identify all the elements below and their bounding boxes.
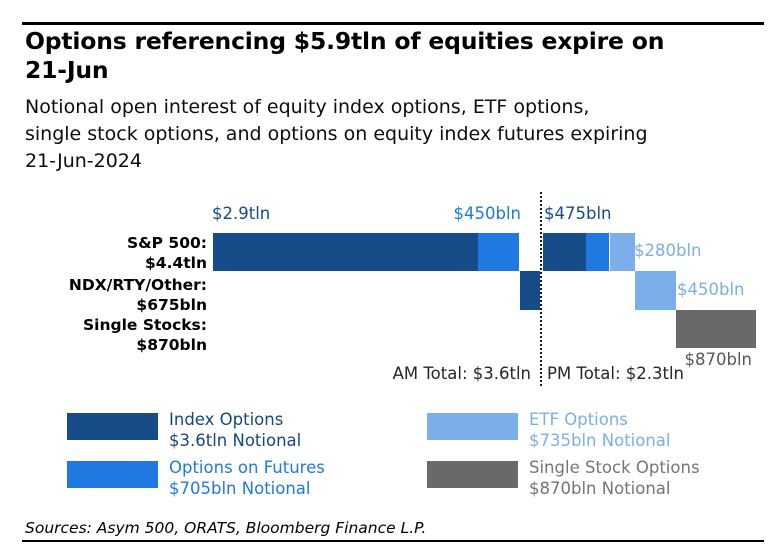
- data-label-pm-stock: $870bln: [684, 350, 752, 369]
- bar-segment: [586, 233, 610, 272]
- legend-sublabel: $735bln Notional: [529, 430, 671, 450]
- legend-label: Index Options: [169, 410, 284, 429]
- pm-total-label: PM Total: $2.3tln: [547, 364, 685, 383]
- legend-label: ETF Options: [529, 410, 628, 429]
- chart-subtitle: Notional open interest of equity index o…: [25, 96, 648, 172]
- legend-sublabel: $870bln Notional: [529, 478, 671, 498]
- legend-swatch-single-stock-options: [427, 461, 518, 488]
- top-rule: [22, 22, 764, 25]
- legend-item-index-options: Index Options $3.6tln Notional: [67, 410, 301, 451]
- page-title-line2: 21-Jun: [25, 56, 109, 84]
- data-label-pm-index: $475bln: [544, 204, 612, 223]
- bar-segment: [635, 271, 677, 310]
- page-title: Options referencing $5.9tln of equities …: [25, 27, 765, 85]
- bar-segment: [213, 233, 479, 272]
- y-axis-label-ndx-rty-other: NDX/RTY/Other: $675bln: [68, 276, 207, 314]
- legend-label: Single Stock Options: [529, 458, 700, 477]
- legend-item-options-on-futures: Options on Futures $705bln Notional: [67, 458, 325, 499]
- bar-segment: [478, 233, 520, 272]
- legend-label: Options on Futures: [169, 458, 325, 477]
- bar-segment: [519, 271, 541, 310]
- page-title-line1: Options referencing $5.9tln of equities …: [25, 27, 665, 55]
- data-label-pm-etf-ndx: $450bln: [677, 280, 745, 299]
- legend-swatch-etf-options: [427, 413, 518, 440]
- legend-item-single-stock-options: Single Stock Options $870bln Notional: [427, 458, 700, 499]
- data-label-am-index: $2.9tln: [212, 204, 271, 223]
- legend-sublabel: $3.6tln Notional: [169, 430, 302, 450]
- y-axis-label-sp500: S&P 500: $4.4tln: [127, 234, 207, 272]
- bar-segment: [609, 233, 636, 272]
- bar-segment: [676, 309, 756, 348]
- y-axis-label-single-stocks: Single Stocks: $870bln: [83, 316, 207, 354]
- data-label-am-futures: $450bln: [453, 204, 521, 223]
- legend-swatch-options-on-futures: [67, 461, 158, 488]
- am-pm-divider-line: [540, 192, 543, 386]
- source-note: Sources: Asym 500, ORATS, Bloomberg Fina…: [25, 519, 427, 537]
- bottom-rule: [22, 540, 764, 542]
- legend-sublabel: $705bln Notional: [169, 478, 311, 498]
- legend-swatch-index-options: [67, 413, 158, 440]
- data-label-pm-etf-sp: $280bln: [634, 241, 702, 260]
- am-total-label: AM Total: $3.6tln: [392, 364, 531, 383]
- legend-item-etf-options: ETF Options $735bln Notional: [427, 410, 671, 451]
- bar-segment: [542, 233, 587, 272]
